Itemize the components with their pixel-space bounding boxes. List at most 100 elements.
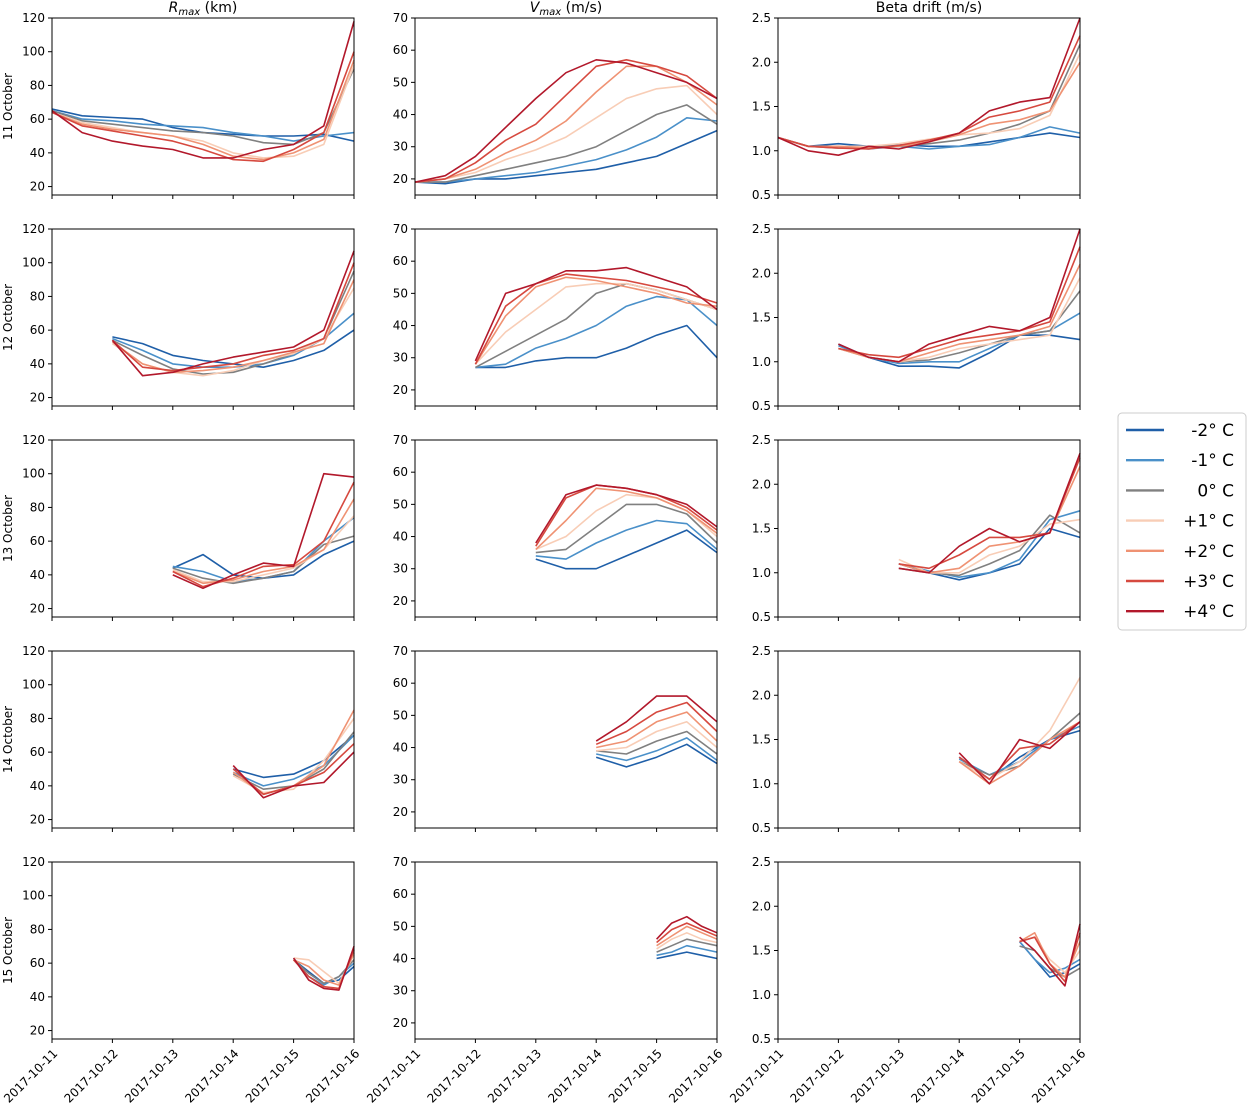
- y-tick-label: 1.0: [752, 777, 771, 791]
- panel: 20 30 40 50 60 70: [393, 644, 718, 832]
- y-tick-label: 2.0: [752, 266, 771, 280]
- x-tick-label: 2017-10-15: [243, 1046, 302, 1105]
- column-title: Beta drift (m/s): [876, 0, 982, 16]
- y-tick-label: 40: [393, 319, 408, 333]
- y-tick-label: 40: [393, 108, 408, 122]
- x-tick-label: 2017-10-11: [727, 1046, 786, 1105]
- y-tick-label: 20: [393, 594, 408, 608]
- series-line: [656, 938, 718, 953]
- y-tick-label: 40: [30, 990, 45, 1004]
- series-line: [51, 68, 355, 146]
- column-title: Vmax (m/s): [530, 0, 602, 18]
- y-tick-label: 0.5: [752, 821, 771, 835]
- panel: 0.5 1.0 1.5 2.0 2.5: [752, 11, 1081, 202]
- y-tick-label: 50: [393, 919, 408, 933]
- y-tick-label: 1.5: [752, 522, 771, 536]
- y-tick-label: 40: [30, 357, 45, 371]
- series-line: [535, 503, 718, 554]
- panel-frame: [777, 861, 1081, 1040]
- row-label: 11 October: [1, 73, 15, 140]
- y-tick-label: 1.0: [752, 566, 771, 580]
- series-line: [595, 701, 718, 746]
- y-tick-label: 70: [393, 433, 408, 447]
- y-tick-label: 40: [30, 779, 45, 793]
- series-line: [474, 273, 718, 365]
- panel-frame: [414, 228, 718, 407]
- y-tick-label: 2.0: [752, 688, 771, 702]
- y-tick-label: 50: [393, 497, 408, 511]
- series-line: [958, 725, 1081, 776]
- panel-frame: [51, 17, 355, 196]
- y-tick-label: 50: [393, 75, 408, 89]
- y-tick-label: 20: [30, 391, 45, 405]
- series-line: [958, 721, 1081, 785]
- series-line: [415, 117, 718, 183]
- panel: 20 30 40 50 60 70: [393, 222, 718, 410]
- y-tick-label: 30: [393, 140, 408, 154]
- y-tick-label: 60: [30, 534, 45, 548]
- series-line: [111, 279, 355, 374]
- panel-frame: [777, 650, 1081, 829]
- panel: 0.5 1.0 1.5 2.0 2.5: [752, 222, 1081, 413]
- series-line: [414, 84, 718, 183]
- panel-frame: [51, 439, 355, 618]
- row-label: 14 October: [1, 706, 15, 773]
- series-line: [172, 498, 355, 585]
- y-tick-label: 60: [393, 465, 408, 479]
- legend-label: -2° C: [1191, 421, 1234, 441]
- y-tick-label: 60: [393, 887, 408, 901]
- series-line: [656, 925, 718, 947]
- y-tick-label: 120: [22, 644, 45, 658]
- series-line: [535, 484, 718, 544]
- panel-frame: [777, 228, 1081, 407]
- y-tick-label: 2.5: [752, 644, 771, 658]
- series-line: [898, 510, 1081, 579]
- series-line: [172, 481, 355, 588]
- x-tick-label: 2017-10-12: [425, 1046, 484, 1105]
- y-tick-label: 100: [22, 467, 45, 481]
- y-tick-label: 2.0: [752, 477, 771, 491]
- y-tick-label: 50: [393, 708, 408, 722]
- legend-label: +1° C: [1183, 512, 1234, 532]
- x-tick-label: 2017-10-11: [1, 1046, 60, 1105]
- x-tick-label: 2017-10-12: [62, 1046, 121, 1105]
- x-tick-label: 2017-10-14: [182, 1046, 241, 1105]
- y-tick-label: 20: [393, 805, 408, 819]
- series-line: [51, 51, 355, 163]
- series-line: [51, 109, 355, 142]
- panel: 20 40 60 80 100 120: [22, 644, 355, 832]
- panel-grid: 20 40 60 80 100 120 20 30 40 50 60 70 0.5 1.0 1.5 2.0 2.…: [1, 11, 1088, 1106]
- series-line: [414, 58, 718, 183]
- series-line: [656, 915, 718, 940]
- x-tick-label: 2017-10-14: [545, 1046, 604, 1105]
- series-line: [414, 65, 718, 183]
- row-label: 15 October: [1, 917, 15, 984]
- series-line: [838, 264, 1081, 363]
- y-tick-label: 120: [22, 855, 45, 869]
- series-line: [596, 730, 718, 755]
- row-label: 12 October: [1, 284, 15, 351]
- y-tick-label: 80: [30, 78, 45, 92]
- series-line: [838, 290, 1081, 363]
- row-label: 13 October: [1, 495, 15, 562]
- panel-frame: [414, 650, 718, 829]
- y-tick-label: 20: [393, 1016, 408, 1030]
- panel: 20 30 40 50 60 70: [393, 433, 718, 621]
- series-line: [656, 951, 718, 960]
- y-tick-label: 60: [30, 112, 45, 126]
- y-tick-label: 0.5: [752, 188, 771, 202]
- y-tick-label: 70: [393, 11, 408, 25]
- legend-box: [1117, 412, 1247, 631]
- panel-frame: [414, 861, 718, 1040]
- y-tick-label: 2.5: [752, 433, 771, 447]
- panel-frame: [777, 439, 1081, 618]
- y-tick-label: 0.5: [752, 610, 771, 624]
- legend-label: +4° C: [1183, 602, 1234, 622]
- series-line: [414, 58, 718, 183]
- y-tick-label: 40: [393, 741, 408, 755]
- series-line: [474, 276, 718, 365]
- legend-label: +2° C: [1183, 542, 1234, 562]
- x-tick-label: 2017-10-16: [303, 1046, 362, 1105]
- series-line: [838, 246, 1081, 359]
- y-tick-label: 20: [393, 172, 408, 186]
